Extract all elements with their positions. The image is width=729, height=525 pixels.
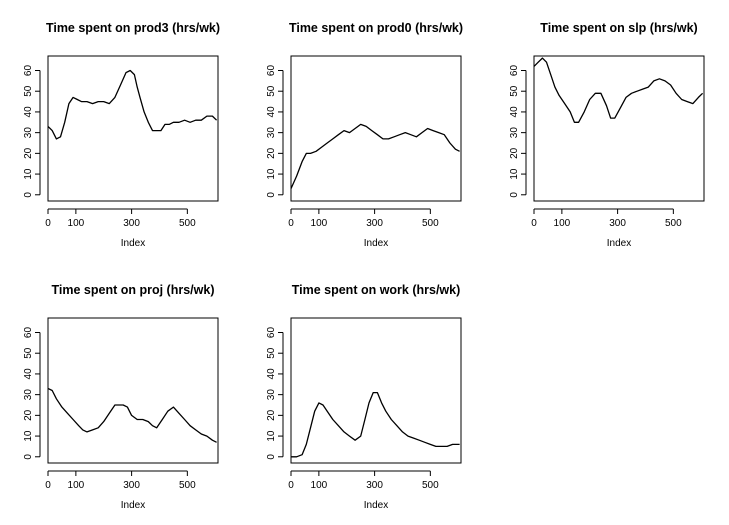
y-tick-label: 10 bbox=[266, 430, 277, 442]
y-tick-label: 20 bbox=[23, 409, 34, 421]
x-tick-label: 100 bbox=[68, 218, 85, 229]
y-tick-label: 30 bbox=[509, 127, 520, 139]
x-axis-label: Index bbox=[364, 238, 388, 249]
y-tick-label: 10 bbox=[509, 168, 520, 180]
x-tick-label: 0 bbox=[45, 218, 51, 229]
y-tick-label: 10 bbox=[266, 168, 277, 180]
y-tick-label: 60 bbox=[266, 327, 277, 339]
chart-title: Time spent on proj (hrs/wk) bbox=[52, 283, 215, 297]
series-line bbox=[290, 123, 460, 189]
y-tick-label: 0 bbox=[23, 454, 34, 460]
chart-title: Time spent on slp (hrs/wk) bbox=[540, 21, 697, 35]
x-tick-label: 0 bbox=[288, 480, 294, 491]
x-tick-label: 300 bbox=[366, 218, 383, 229]
series-line bbox=[533, 57, 704, 123]
x-axis-label: Index bbox=[121, 500, 145, 511]
plot-frame bbox=[290, 317, 462, 464]
y-tick-label: 40 bbox=[266, 106, 277, 118]
x-tick-label: 300 bbox=[123, 480, 140, 491]
y-tick-label: 0 bbox=[509, 192, 520, 198]
x-tick-label: 300 bbox=[609, 218, 626, 229]
y-tick-label: 60 bbox=[23, 65, 34, 77]
chart-panel-5: Time spent on work (hrs/wk) 0 10 20 30 40 50 60… bbox=[266, 283, 462, 511]
chart-panel-3: Time spent on slp (hrs/wk) 0 10 20 30 40 50 60 0… bbox=[509, 21, 705, 249]
y-tick-label: 0 bbox=[266, 454, 277, 460]
plot-frame bbox=[290, 55, 462, 202]
y-tick-label: 60 bbox=[266, 65, 277, 77]
series-line bbox=[47, 69, 218, 140]
x-tick-label: 300 bbox=[123, 218, 140, 229]
chart-panel-2: Time spent on prod0 (hrs/wk) 0 10 20 30 40 50 6… bbox=[266, 21, 463, 249]
x-tick-label: 500 bbox=[422, 218, 439, 229]
chart-panel-1: Time spent on prod3 (hrs/wk) 0 10 20 30 40 50 6… bbox=[23, 21, 220, 249]
x-axis-label: Index bbox=[607, 238, 631, 249]
y-tick-label: 40 bbox=[266, 368, 277, 380]
y-tick-label: 50 bbox=[266, 85, 277, 97]
plot-frame bbox=[533, 55, 705, 202]
y-tick-label: 50 bbox=[23, 347, 34, 359]
chart-title: Time spent on prod3 (hrs/wk) bbox=[46, 21, 220, 35]
x-tick-label: 500 bbox=[665, 218, 682, 229]
y-tick-label: 20 bbox=[509, 147, 520, 159]
y-tick-label: 50 bbox=[23, 85, 34, 97]
y-tick-label: 0 bbox=[266, 192, 277, 198]
x-tick-label: 100 bbox=[68, 480, 85, 491]
y-tick-label: 0 bbox=[23, 192, 34, 198]
y-tick-label: 30 bbox=[266, 127, 277, 139]
plot-frame bbox=[47, 55, 219, 202]
y-tick-label: 30 bbox=[23, 127, 34, 139]
series-line bbox=[291, 391, 460, 458]
y-tick-label: 30 bbox=[266, 389, 277, 401]
x-tick-label: 100 bbox=[311, 218, 328, 229]
y-tick-label: 20 bbox=[23, 147, 34, 159]
x-tick-label: 500 bbox=[179, 218, 196, 229]
x-tick-label: 500 bbox=[422, 480, 439, 491]
y-tick-label: 60 bbox=[509, 65, 520, 77]
y-tick-label: 20 bbox=[266, 147, 277, 159]
y-tick-label: 40 bbox=[23, 106, 34, 118]
y-tick-label: 60 bbox=[23, 327, 34, 339]
plot-frame bbox=[47, 317, 219, 464]
y-tick-label: 10 bbox=[23, 430, 34, 442]
x-axis-label: Index bbox=[121, 238, 145, 249]
series-line bbox=[47, 387, 217, 443]
x-axis-label: Index bbox=[364, 500, 388, 511]
x-tick-label: 0 bbox=[288, 218, 294, 229]
x-tick-label: 0 bbox=[45, 480, 51, 491]
y-tick-label: 50 bbox=[509, 85, 520, 97]
x-tick-label: 100 bbox=[311, 480, 328, 491]
x-tick-label: 500 bbox=[179, 480, 196, 491]
y-tick-label: 10 bbox=[23, 168, 34, 180]
x-tick-label: 0 bbox=[531, 218, 537, 229]
y-tick-label: 20 bbox=[266, 409, 277, 421]
y-tick-label: 40 bbox=[23, 368, 34, 380]
x-tick-label: 300 bbox=[366, 480, 383, 491]
y-tick-label: 30 bbox=[23, 389, 34, 401]
y-tick-label: 50 bbox=[266, 347, 277, 359]
y-tick-label: 40 bbox=[509, 106, 520, 118]
x-tick-label: 100 bbox=[554, 218, 571, 229]
chart-title: Time spent on prod0 (hrs/wk) bbox=[289, 21, 463, 35]
chart-title: Time spent on work (hrs/wk) bbox=[292, 283, 461, 297]
chart-panel-4: Time spent on proj (hrs/wk) 0 10 20 30 40 50 60… bbox=[23, 283, 219, 511]
